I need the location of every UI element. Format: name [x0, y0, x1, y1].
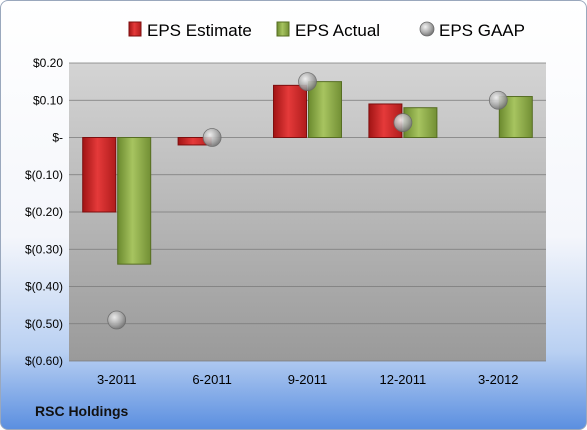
y-tick-label: $(0.40)	[25, 280, 63, 294]
y-tick-label: $0.10	[33, 93, 63, 107]
y-tick-label: $(0.20)	[25, 205, 63, 219]
x-tick-label: 9-2011	[288, 372, 328, 387]
marker-eps-gaap	[107, 310, 127, 330]
x-tick-label: 6-2011	[192, 372, 232, 387]
marker-eps-gaap	[298, 72, 317, 92]
y-tick-label: $(0.50)	[25, 317, 63, 331]
legend-label-eps-actual: EPS Actual	[295, 21, 380, 40]
bar-eps-actual	[403, 107, 438, 138]
bars	[82, 81, 533, 265]
y-tick-label: $(0.10)	[25, 168, 63, 182]
x-tick-label: 12-2011	[380, 372, 427, 387]
legend-swatch-eps-gaap	[419, 21, 435, 37]
legend-swatch-eps-actual	[276, 21, 290, 37]
bar-eps-estimate	[82, 137, 117, 213]
legend: EPS Estimate EPS Actual EPS GAAP	[128, 21, 525, 40]
gaap-markers	[107, 72, 508, 330]
x-axis-ticks: 3-2011 6-2011 9-2011 12-2011 3-2012	[97, 372, 519, 387]
marker-eps-gaap	[202, 128, 222, 147]
bar-eps-actual	[308, 81, 342, 138]
legend-label-eps-estimate: EPS Estimate	[147, 21, 252, 40]
y-tick-label: $-	[52, 131, 63, 145]
company-name: RSC Holdings	[35, 403, 129, 419]
x-tick-label: 3-2011	[97, 372, 137, 387]
marker-eps-gaap	[393, 113, 413, 132]
y-tick-label: $(0.30)	[25, 242, 63, 256]
legend-swatch-eps-estimate	[128, 21, 142, 37]
bar-eps-estimate	[273, 84, 307, 138]
bar-eps-actual	[117, 137, 152, 265]
x-tick-label: 3-2012	[478, 372, 518, 387]
legend-label-eps-gaap: EPS GAAP	[439, 21, 525, 40]
y-axis-ticks: $(0.60) $(0.50) $(0.40) $(0.30) $(0.20) $(0.1…	[25, 56, 63, 368]
y-tick-label: $(0.60)	[25, 354, 63, 368]
y-tick-label: $0.20	[33, 56, 63, 70]
marker-eps-gaap	[488, 90, 508, 110]
